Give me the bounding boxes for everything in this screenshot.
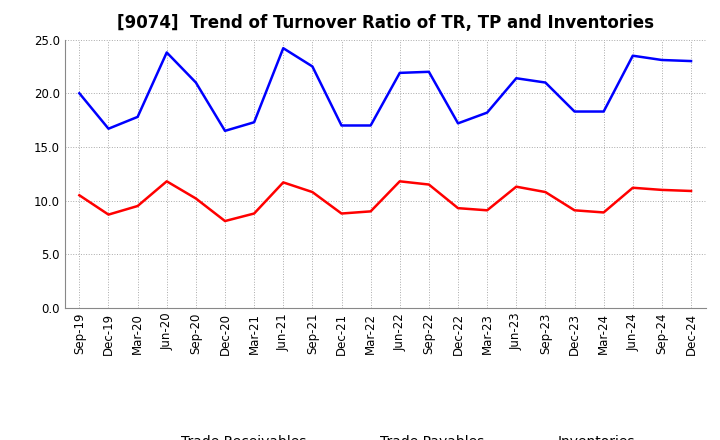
Trade Receivables (133, 203, 142, 209)
Trade Receivables (220, 218, 229, 224)
Trade Receivables (75, 193, 84, 198)
Trade Payables (395, 70, 404, 76)
Trade Receivables (279, 180, 287, 185)
Trade Receivables (570, 208, 579, 213)
Trade Payables (483, 110, 492, 115)
Trade Payables (541, 80, 550, 85)
Trade Receivables (104, 212, 113, 217)
Trade Payables (75, 91, 84, 96)
Line: Trade Payables: Trade Payables (79, 48, 691, 131)
Trade Receivables (629, 185, 637, 191)
Trade Payables (570, 109, 579, 114)
Trade Receivables (454, 205, 462, 211)
Trade Payables (104, 126, 113, 132)
Trade Receivables (308, 189, 317, 194)
Trade Payables (599, 109, 608, 114)
Trade Receivables (163, 179, 171, 184)
Trade Receivables (366, 209, 375, 214)
Title: [9074]  Trend of Turnover Ratio of TR, TP and Inventories: [9074] Trend of Turnover Ratio of TR, TP… (117, 15, 654, 33)
Trade Receivables (599, 210, 608, 215)
Trade Receivables (657, 187, 666, 193)
Trade Receivables (337, 211, 346, 216)
Trade Payables (308, 64, 317, 69)
Line: Trade Receivables: Trade Receivables (79, 181, 691, 221)
Trade Payables (337, 123, 346, 128)
Trade Payables (163, 50, 171, 55)
Trade Payables (687, 59, 696, 64)
Trade Payables (512, 76, 521, 81)
Trade Receivables (512, 184, 521, 189)
Trade Payables (425, 69, 433, 74)
Trade Receivables (425, 182, 433, 187)
Trade Receivables (192, 196, 200, 201)
Legend: Trade Receivables, Trade Payables, Inventories: Trade Receivables, Trade Payables, Inven… (128, 428, 642, 440)
Trade Payables (250, 120, 258, 125)
Trade Receivables (395, 179, 404, 184)
Trade Receivables (687, 188, 696, 194)
Trade Payables (366, 123, 375, 128)
Trade Payables (279, 46, 287, 51)
Trade Payables (192, 80, 200, 85)
Trade Receivables (541, 189, 550, 194)
Trade Payables (133, 114, 142, 120)
Trade Payables (657, 57, 666, 62)
Trade Payables (220, 128, 229, 133)
Trade Payables (454, 121, 462, 126)
Trade Receivables (250, 211, 258, 216)
Trade Receivables (483, 208, 492, 213)
Trade Payables (629, 53, 637, 59)
